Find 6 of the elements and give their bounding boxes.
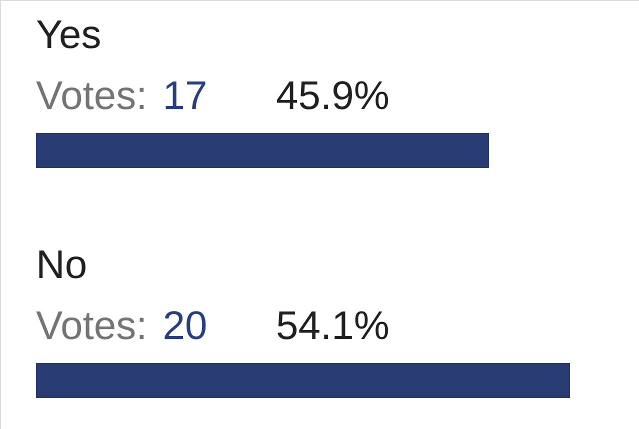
y-tick-label: Yes (36, 13, 102, 57)
text: Votes: 17 (36, 74, 208, 118)
data-label: 45.9% (276, 74, 390, 118)
text: Votes: 20 (36, 304, 208, 348)
y-tick-label: No (36, 243, 88, 287)
data-label: 54.1% (276, 304, 390, 348)
